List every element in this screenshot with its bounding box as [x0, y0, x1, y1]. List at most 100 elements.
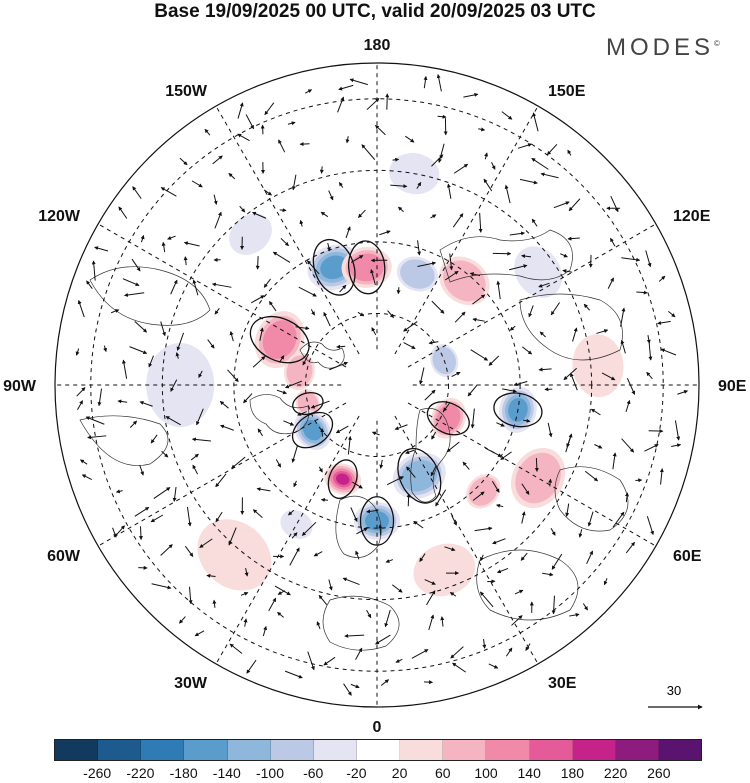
wind-arrow [413, 520, 424, 529]
wind-arrow [496, 422, 505, 427]
wind-arrow [239, 205, 246, 213]
wind-arrow [548, 478, 553, 487]
wind-arrow [470, 408, 475, 429]
lon-label-180: 180 [364, 37, 391, 54]
wind-arrow [269, 300, 277, 312]
wind-arrow [342, 577, 360, 586]
anomaly-shade [401, 460, 438, 492]
wind-arrow [454, 311, 466, 323]
wind-arrow [87, 435, 107, 440]
wind-arrow [228, 172, 236, 180]
wind-arrow [392, 157, 400, 162]
anomaly-shade [413, 543, 476, 597]
wind-arrow [550, 527, 556, 536]
wind-arrow [85, 416, 105, 425]
wind-arrow [289, 547, 300, 566]
wind-arrow [151, 583, 172, 590]
lon-label-150w: 150W [165, 83, 208, 100]
wind-arrow [170, 379, 178, 392]
wind-arrow [79, 459, 88, 465]
wind-arrow [316, 621, 321, 630]
wind-arrow [566, 435, 572, 448]
wind-arrow [370, 268, 376, 285]
colorbar-segment [356, 740, 401, 760]
wind-arrow [347, 435, 352, 455]
wind-vectors [75, 74, 689, 696]
wind-arrow [542, 572, 554, 577]
wind-arrow [488, 355, 500, 366]
map-border [54, 62, 700, 708]
wind-arrow [446, 441, 460, 453]
wind-arrow [538, 367, 552, 372]
wind-arrow [385, 559, 394, 563]
wind-arrow [534, 458, 539, 472]
wind-arrow [355, 647, 363, 660]
wind-arrow [196, 408, 204, 426]
wind-arrow [560, 253, 568, 258]
wind-arrow [620, 339, 626, 354]
wind-arrow [645, 250, 652, 268]
wind-arrow [220, 424, 234, 431]
wind-arrow [251, 211, 267, 219]
wind-arrow [284, 670, 303, 679]
wind-arrow [387, 310, 394, 319]
wind-arrow [375, 124, 386, 136]
wind-arrow [131, 258, 141, 272]
wind-arrow [250, 295, 265, 304]
lon-label-0: 0 [373, 719, 382, 736]
wind-arrow [551, 553, 563, 570]
wind-arrow [115, 489, 123, 494]
wind-arrow [538, 282, 550, 288]
colorbar-segment [184, 740, 228, 760]
wind-arrow [307, 651, 315, 671]
wind-arrow [275, 459, 282, 468]
wind-arrow [491, 162, 496, 170]
wind-arrow [123, 292, 145, 297]
wind-arrow [539, 331, 546, 338]
colorbar-label: 60 [435, 765, 451, 781]
anomaly-shade [197, 519, 272, 591]
wind-arrow [139, 464, 144, 476]
wind-arrow [379, 230, 391, 236]
wind-arrow [484, 152, 489, 160]
wind-arrow [361, 144, 376, 160]
wind-arrow [192, 279, 199, 296]
wind-arrow [563, 367, 577, 381]
wind-arrow [110, 309, 120, 314]
wind-arrow [343, 683, 352, 696]
wind-arrow [646, 516, 655, 536]
lon-label-120e: 120E [673, 208, 711, 225]
wind-arrow [371, 327, 377, 336]
wind-arrow [424, 579, 436, 585]
wind-arrow [91, 260, 96, 281]
colorbar-label: -140 [212, 765, 241, 781]
wind-arrow [227, 369, 239, 383]
wind-arrow [582, 603, 588, 611]
wind-arrow [299, 219, 304, 227]
anomaly-shade [262, 320, 297, 360]
wind-arrow [451, 515, 457, 526]
lon-label-120w: 120W [38, 208, 81, 225]
wind-arrow [522, 346, 533, 355]
wind-arrow [513, 380, 528, 387]
wind-arrow [531, 218, 538, 227]
wind-arrow [479, 591, 494, 608]
wind-arrow [262, 625, 268, 637]
wind-arrow [444, 270, 459, 281]
wind-arrow [132, 186, 142, 199]
wind-arrow [298, 286, 317, 297]
wind-arrow [198, 370, 203, 379]
wind-arrow [278, 355, 285, 363]
wind-arrow [204, 128, 211, 136]
wind-arrow [532, 112, 539, 132]
wind-arrow [625, 541, 635, 554]
wind-arrow [194, 630, 205, 637]
wind-arrow [165, 416, 181, 426]
colorbar-segment [98, 740, 142, 760]
anomaly-shade [280, 509, 313, 539]
wind-arrow [500, 451, 512, 460]
wind-arrow [228, 527, 237, 546]
anomaly-shade [400, 259, 435, 289]
wind-arrow [625, 492, 629, 503]
wind-arrow [134, 506, 150, 517]
